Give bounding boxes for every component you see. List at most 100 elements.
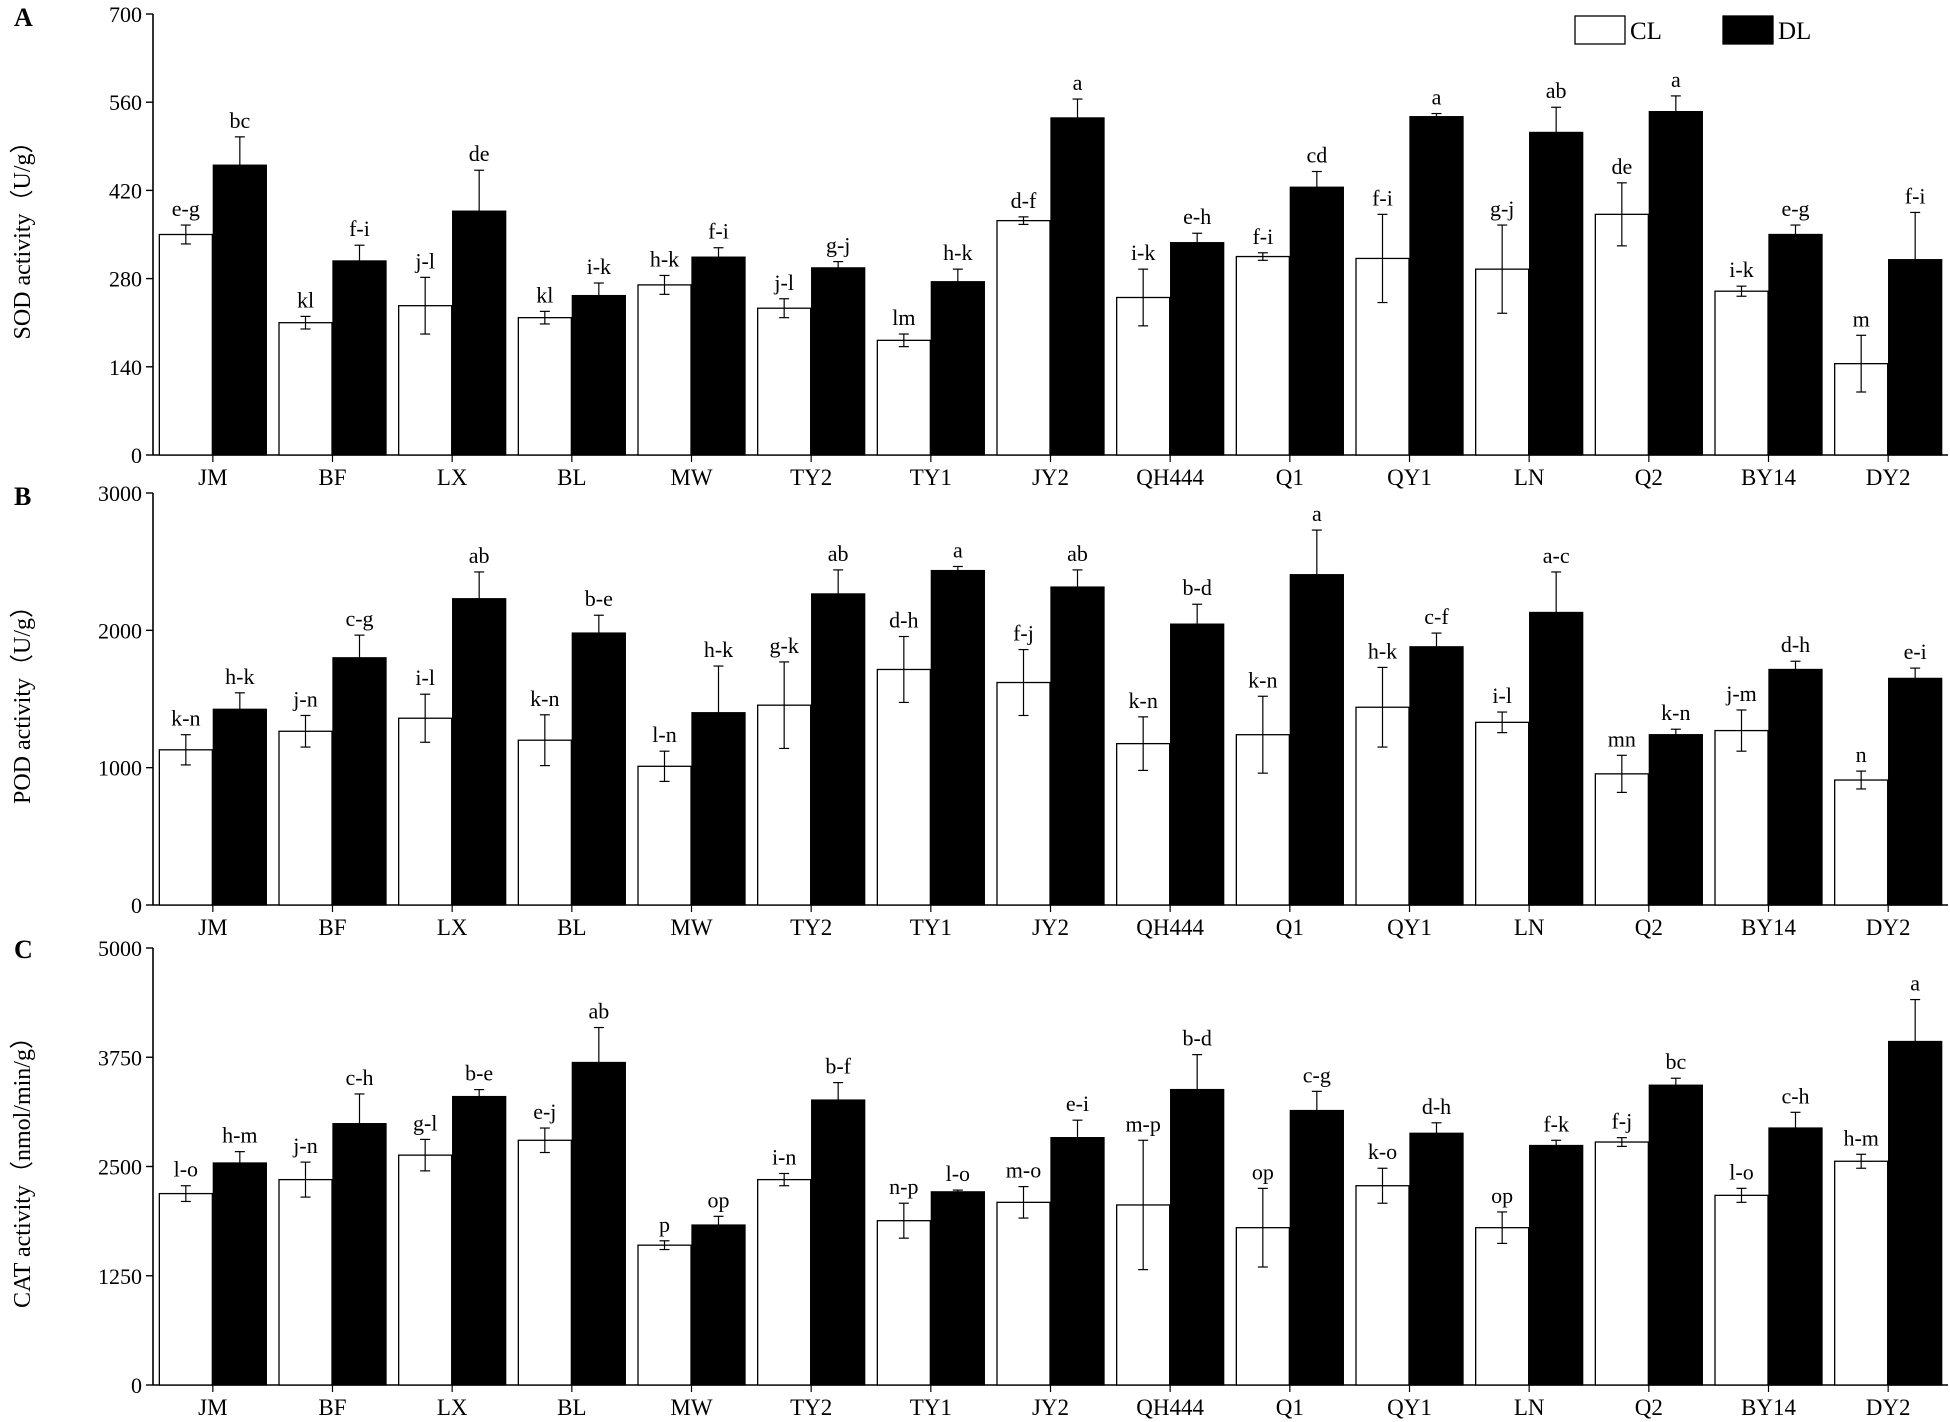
- x-tick-label: BL: [557, 915, 586, 940]
- significance-label: de: [1611, 154, 1632, 179]
- bar-dl: [1888, 259, 1943, 456]
- bar-dl: [811, 267, 866, 456]
- panel-c: C 0 1250 2500 3750 5000 CAT activity（nmol/min/…: [10, 935, 1948, 1420]
- y-tick-label: 3000: [98, 481, 142, 506]
- bar-dl: [930, 1191, 985, 1386]
- significance-label: k-n: [171, 706, 200, 731]
- x-tick-label: JM: [198, 1395, 227, 1420]
- significance-label: ab: [828, 541, 849, 566]
- bar-cl: [1594, 773, 1649, 906]
- significance-label: k-n: [1248, 667, 1277, 692]
- significance-label: f-i: [1905, 183, 1926, 208]
- panel-label: C: [14, 935, 33, 964]
- significance-label: f-j: [1611, 1109, 1632, 1134]
- bar-cl: [517, 1139, 572, 1386]
- legend-label-dl: DL: [1778, 18, 1811, 45]
- legend-label-cl: CL: [1630, 18, 1662, 45]
- x-tick-label: JM: [198, 465, 227, 490]
- x-tick-label: QY1: [1387, 915, 1432, 940]
- significance-label: c-h: [1781, 1083, 1809, 1108]
- significance-label: c-g: [345, 606, 373, 631]
- bar-cl: [1834, 1160, 1889, 1386]
- significance-label: j-m: [1725, 681, 1757, 706]
- significance-label: kl: [536, 282, 553, 307]
- bar-dl: [571, 294, 626, 456]
- x-tick-label: Q2: [1635, 915, 1663, 940]
- significance-label: b-d: [1183, 1026, 1212, 1051]
- significance-label: e-g: [172, 196, 200, 221]
- significance-label: ab: [469, 543, 490, 568]
- y-tick-label: 1250: [98, 1264, 142, 1289]
- significance-label: c-f: [1424, 604, 1449, 629]
- x-tick-label: LX: [437, 915, 468, 940]
- bar-dl: [571, 1061, 626, 1386]
- x-tick-label: JY2: [1032, 915, 1069, 940]
- y-tick-label: 700: [109, 2, 142, 27]
- bar-cl: [278, 322, 333, 456]
- legend-swatch-dl: [1722, 15, 1774, 45]
- x-tick-label: BY14: [1741, 465, 1796, 490]
- y-tick-label: 5000: [98, 936, 142, 961]
- significance-label: h-m: [222, 1123, 257, 1148]
- x-tick-label: TY2: [790, 915, 832, 940]
- bar-cl: [1594, 1141, 1649, 1386]
- y-tick-label: 0: [131, 443, 142, 468]
- bar-cl: [637, 284, 692, 456]
- significance-label: h-m: [1843, 1125, 1878, 1150]
- significance-label: g-j: [1490, 196, 1514, 221]
- bar-cl: [278, 1178, 333, 1386]
- bar-dl: [1050, 586, 1105, 906]
- y-tick-label: 280: [109, 267, 142, 292]
- significance-label: bc: [229, 108, 250, 133]
- significance-label: i-k: [1729, 257, 1753, 282]
- significance-label: e-j: [533, 1099, 556, 1124]
- bar-dl: [452, 598, 507, 906]
- significance-label: bc: [1665, 1049, 1686, 1074]
- x-tick-label: JY2: [1032, 1395, 1069, 1420]
- bar-dl: [332, 1123, 387, 1386]
- bar-dl: [332, 657, 387, 906]
- x-tick-label: Q1: [1276, 915, 1304, 940]
- significance-label: l-o: [1729, 1159, 1753, 1184]
- x-tick-label: BL: [557, 1395, 586, 1420]
- x-tick-label: BY14: [1741, 915, 1796, 940]
- significance-label: m: [1853, 306, 1870, 331]
- significance-label: a: [1910, 971, 1920, 996]
- y-axis-title: SOD activity（U/g）: [10, 130, 36, 340]
- bar-dl: [1050, 117, 1105, 456]
- bar-dl: [571, 632, 626, 906]
- x-tick-label: JM: [198, 915, 227, 940]
- significance-label: a: [1073, 70, 1083, 95]
- significance-label: d-h: [889, 608, 918, 633]
- bar-dl: [1648, 734, 1703, 906]
- bar-dl: [1648, 1084, 1703, 1386]
- significance-label: i-l: [1492, 683, 1512, 708]
- significance-label: j-n: [292, 1133, 317, 1158]
- bar-dl: [212, 164, 267, 456]
- bar-dl: [1888, 1040, 1943, 1386]
- bar-cl: [996, 1201, 1051, 1386]
- significance-label: c-g: [1303, 1062, 1331, 1087]
- x-tick-label: LN: [1514, 1395, 1545, 1420]
- significance-label: c-h: [345, 1065, 373, 1090]
- bar-cl: [1714, 290, 1769, 456]
- significance-label: g-k: [770, 633, 799, 658]
- x-tick-label: QY1: [1387, 465, 1432, 490]
- y-tick-label: 3750: [98, 1045, 142, 1070]
- bar-cl: [637, 765, 692, 906]
- significance-label: a-c: [1543, 543, 1570, 568]
- bar-dl: [811, 593, 866, 906]
- bar-dl: [1529, 1144, 1584, 1386]
- bar-dl: [1529, 611, 1584, 906]
- significance-label: ab: [1067, 541, 1088, 566]
- significance-label: k-o: [1368, 1139, 1397, 1164]
- x-tick-label: TY1: [910, 1395, 952, 1420]
- x-tick-label: QY1: [1387, 1395, 1432, 1420]
- significance-label: op: [708, 1187, 730, 1212]
- significance-label: k-n: [1661, 700, 1690, 725]
- significance-label: ab: [588, 999, 609, 1024]
- significance-label: e-h: [1183, 204, 1211, 229]
- x-tick-label: BF: [318, 465, 346, 490]
- bar-cl: [517, 317, 572, 456]
